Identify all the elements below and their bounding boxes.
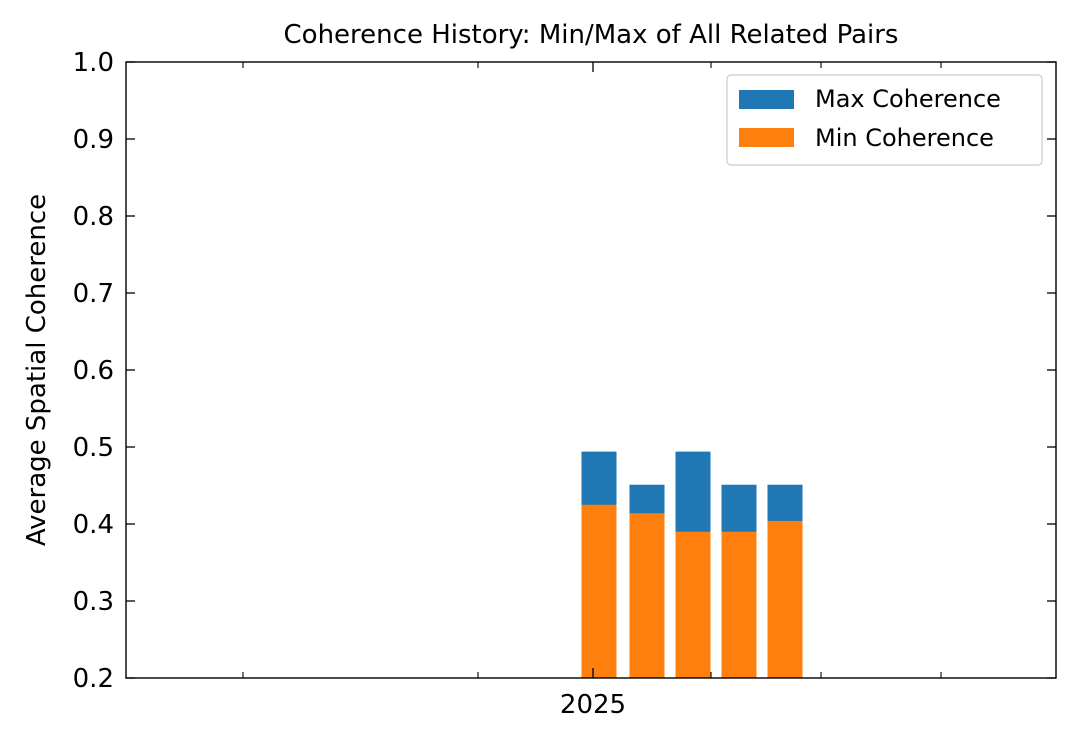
y-tick-label: 0.7 — [73, 279, 114, 309]
legend-swatch-min — [739, 128, 794, 147]
legend-label-min: Min Coherence — [815, 124, 994, 152]
y-tick-label: 0.5 — [73, 433, 114, 463]
ticks-layer: 0.2 0.3 0.4 0.5 0.6 0.7 0.8 0.9 1.0 2025 — [73, 48, 1056, 720]
bar-min-coherence — [675, 531, 711, 678]
bar-min-coherence — [581, 504, 617, 678]
y-tick-label: 0.2 — [73, 664, 114, 694]
y-tick-label: 0.9 — [73, 125, 114, 155]
legend-frame — [726, 74, 1043, 166]
y-axis-label: Average Spatial Coherence — [22, 194, 52, 546]
y-tick-label: 0.4 — [73, 510, 114, 540]
plot-frame — [125, 61, 1057, 679]
x-tick-label: 2025 — [560, 690, 626, 720]
y-tick-label: 1.0 — [73, 48, 114, 78]
bar-min-coherence — [721, 531, 757, 678]
y-tick-label: 0.6 — [73, 356, 114, 386]
chart-title: Coherence History: Min/Max of All Relate… — [284, 20, 899, 50]
legend-swatch-max — [739, 90, 794, 109]
bar-min-coherence — [767, 520, 803, 678]
legend-label-max: Max Coherence — [815, 85, 1001, 113]
y-tick-label: 0.3 — [73, 587, 114, 617]
y-tick-label: 0.8 — [73, 202, 114, 232]
bars-layer — [581, 451, 803, 678]
legend: Max Coherence Min Coherence — [726, 74, 1043, 166]
bar-min-coherence — [629, 513, 665, 678]
